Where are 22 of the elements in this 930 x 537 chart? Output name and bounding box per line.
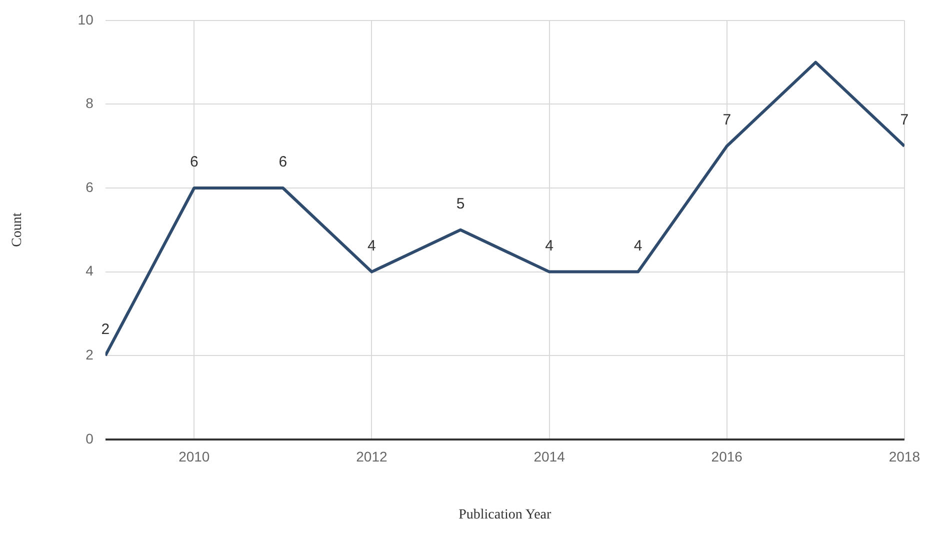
x-tick-label: 2010: [178, 448, 210, 465]
y-tick-label: 10: [78, 11, 94, 28]
y-tick-label: 2: [86, 346, 94, 362]
x-axis-title: Publication Year: [458, 507, 552, 522]
y-tick-label: 0: [86, 430, 94, 446]
y-tick-label: 6: [86, 178, 94, 195]
y-tick-label: 4: [86, 262, 94, 279]
x-tick-label: 2014: [534, 448, 566, 465]
data-label: 7: [722, 112, 732, 129]
y-tick-label: 8: [86, 95, 94, 112]
data-label: 6: [278, 154, 288, 171]
data-label: 6: [190, 154, 198, 171]
x-tick-label: 2012: [356, 448, 388, 465]
x-tick-label: 2016: [711, 448, 743, 465]
data-label: 4: [545, 237, 554, 254]
x-tick-label: 2018: [888, 448, 920, 465]
data-label: 4: [368, 237, 376, 254]
y-axis-title: Count: [10, 212, 26, 248]
data-label: 2: [101, 321, 110, 338]
data-label: 5: [456, 196, 465, 213]
data-label: 4: [634, 237, 642, 254]
data-label: 7: [900, 112, 909, 129]
